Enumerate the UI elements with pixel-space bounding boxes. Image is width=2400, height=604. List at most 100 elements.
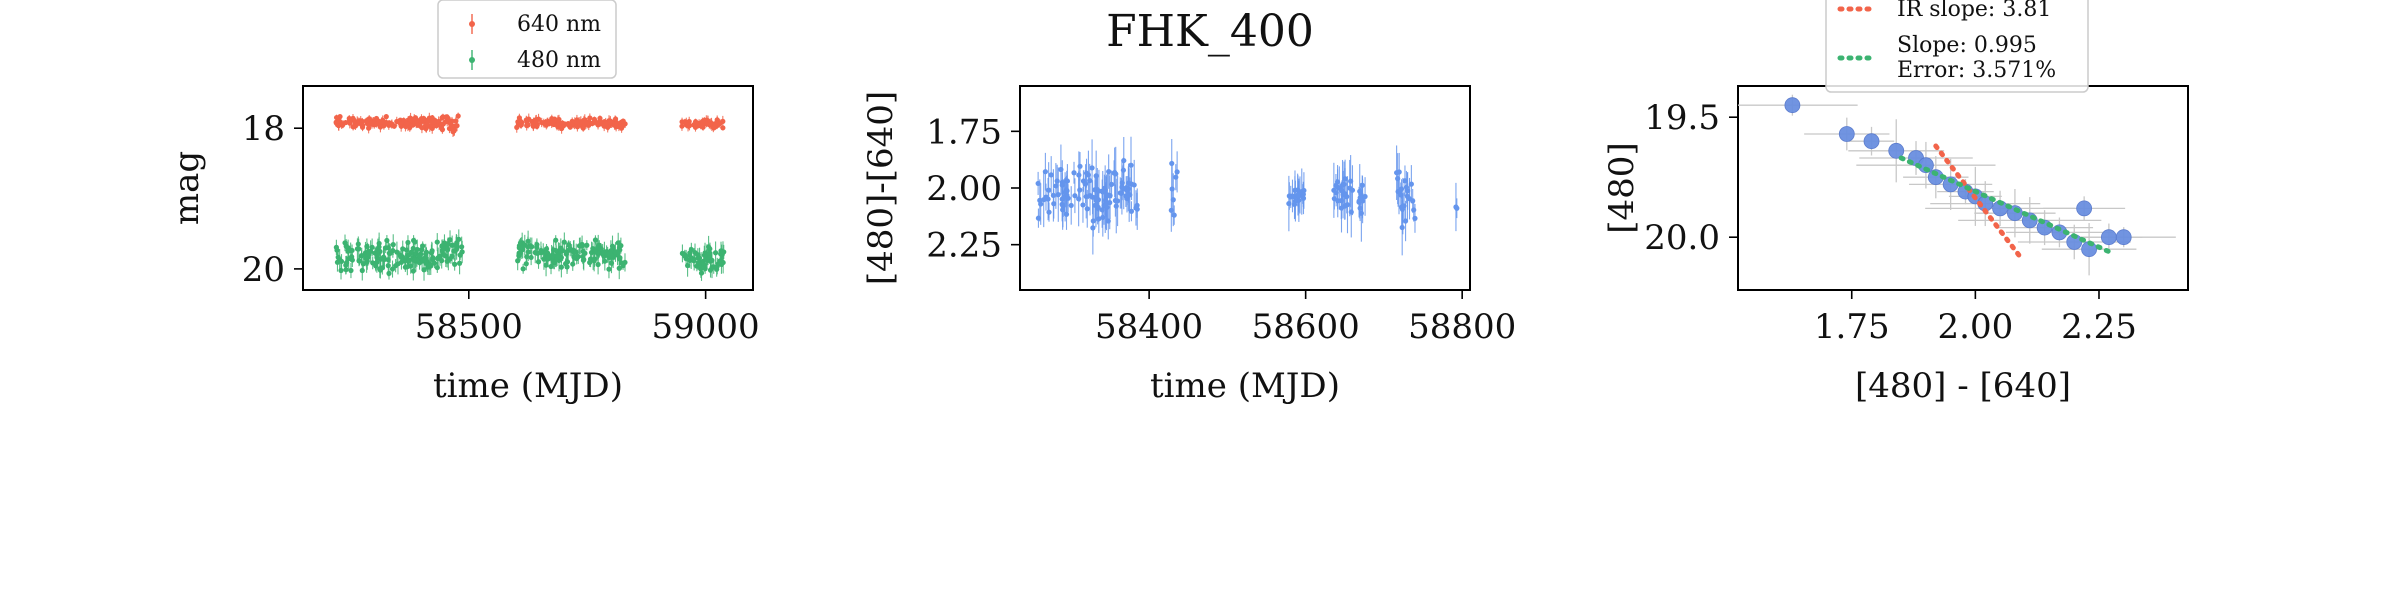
data-point (609, 253, 615, 259)
data-marker (373, 120, 379, 128)
data-point (1349, 187, 1356, 193)
data-point (356, 118, 362, 124)
data-marker (449, 235, 455, 255)
data-marker (700, 119, 706, 125)
data-point (394, 249, 400, 255)
data-point (394, 118, 400, 125)
data-point (1113, 171, 1119, 177)
data-marker (343, 255, 350, 270)
data-point (535, 259, 542, 265)
legend-entry-ir-slope: IR slope: 3.81 (1837, 0, 2051, 22)
data-marker (1406, 177, 1413, 220)
data-marker (383, 114, 389, 120)
data-marker (394, 241, 400, 263)
data-point (1406, 196, 1413, 202)
data-point (1411, 207, 1417, 213)
y-tick-label: 18 (242, 109, 285, 149)
data-point (1888, 142, 1905, 159)
data-marker (607, 117, 613, 128)
data-marker (684, 254, 691, 277)
data-marker (386, 267, 392, 280)
data-marker (410, 261, 416, 281)
data-point (454, 123, 460, 129)
data-point (1403, 184, 1410, 190)
data-point (1107, 200, 1113, 206)
data-point (616, 265, 622, 271)
data-marker (355, 236, 361, 252)
data-point (538, 247, 544, 254)
legend-frame (1825, 0, 2089, 93)
data-point (1360, 198, 1366, 204)
data-point (556, 120, 562, 126)
data-marker (415, 122, 421, 128)
data-marker (591, 116, 598, 123)
data-point (1168, 207, 1174, 213)
data-marker (707, 262, 714, 278)
data-point (570, 261, 576, 267)
data-point (434, 239, 440, 245)
data-point (453, 242, 459, 248)
data-point (682, 119, 688, 125)
data-marker (420, 241, 426, 251)
axes-frame (302, 85, 754, 291)
legend-entry-fit: Slope: 0.995 Error: 3.571% (1837, 33, 2056, 83)
data-marker (1295, 175, 1301, 216)
data-marker (394, 116, 400, 127)
data-marker (1168, 188, 1174, 232)
data-point (1784, 97, 1801, 114)
data-point (550, 252, 556, 259)
data-point (387, 250, 393, 256)
data-point (359, 267, 365, 274)
legend: IR slope: 3.81 Slope: 0.995 Error: 3.571% (1825, 0, 2089, 93)
data-point (595, 261, 601, 268)
data-point (581, 117, 587, 123)
data-marker (1171, 205, 1177, 225)
data-marker (1037, 179, 1043, 222)
data-marker (398, 250, 404, 264)
data-marker (431, 119, 437, 125)
data-point (1134, 206, 1140, 212)
data-marker (609, 245, 615, 267)
data-marker (1169, 139, 1175, 188)
data-point (356, 258, 362, 264)
x-tick-label: 58500 (415, 307, 523, 347)
y-tick-label: 19.5 (1644, 98, 1720, 138)
data-marker (342, 234, 348, 252)
data-point (559, 248, 566, 254)
data-marker (1360, 178, 1366, 224)
data-point (420, 243, 426, 249)
data-point (1064, 188, 1070, 194)
data-point (686, 123, 693, 129)
data-marker (515, 118, 521, 126)
data-point (1096, 188, 1102, 194)
data-point (389, 266, 396, 272)
data-point (379, 265, 385, 271)
data-marker (688, 242, 694, 257)
data-marker (714, 121, 721, 127)
data-marker (579, 239, 585, 253)
data-marker (551, 121, 557, 128)
data-marker (333, 239, 339, 255)
data-marker (606, 260, 612, 279)
data-point (429, 249, 435, 255)
data-point (591, 116, 598, 123)
data-marker (1299, 168, 1305, 215)
data-marker (1041, 172, 1047, 228)
data-point (421, 267, 427, 273)
data-marker (1072, 178, 1078, 214)
y-tick-label: 1.75 (926, 112, 1002, 152)
data-point (397, 121, 404, 127)
data-point (1076, 196, 1082, 202)
data-marker (701, 258, 707, 272)
data-point (691, 258, 697, 264)
data-point (1402, 218, 1409, 224)
data-marker (590, 249, 596, 270)
data-point (366, 116, 372, 122)
data-marker (1055, 167, 1061, 222)
data-marker (720, 241, 726, 263)
data-point (366, 251, 372, 257)
data-point (1838, 126, 1855, 142)
data-point (447, 237, 453, 243)
data-point (1099, 207, 1105, 213)
data-marker (718, 255, 725, 274)
